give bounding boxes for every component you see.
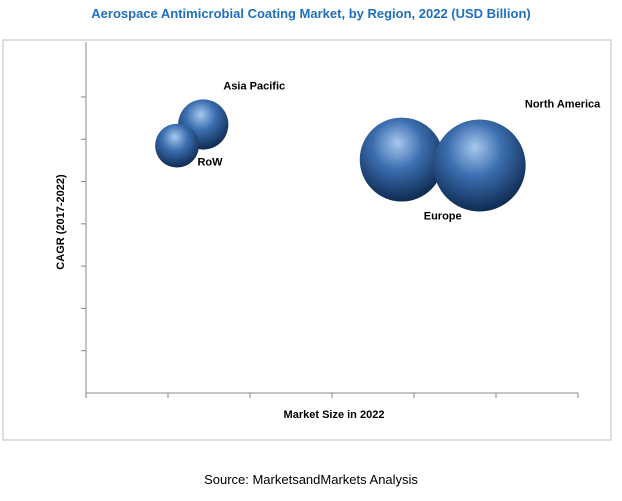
chart-title: Aerospace Antimicrobial Coating Market, …: [91, 6, 530, 21]
bubble-label: RoW: [197, 157, 223, 169]
bubble-label: North America: [525, 98, 601, 110]
x-axis-label: Market Size in 2022: [284, 409, 385, 421]
bubble: [155, 123, 199, 168]
chart-frame: [2, 39, 612, 441]
y-axis-label: CAGR (2017-2022): [55, 174, 67, 270]
bubble: [433, 119, 526, 212]
bubble-label: Asia Pacific: [223, 80, 285, 92]
bubble-label: Europe: [424, 211, 462, 223]
source: Source: MarketsandMarkets Analysis: [204, 472, 418, 487]
plot: Asia Pacific RoW Europe North America: [81, 80, 601, 398]
bubble: [359, 117, 444, 202]
